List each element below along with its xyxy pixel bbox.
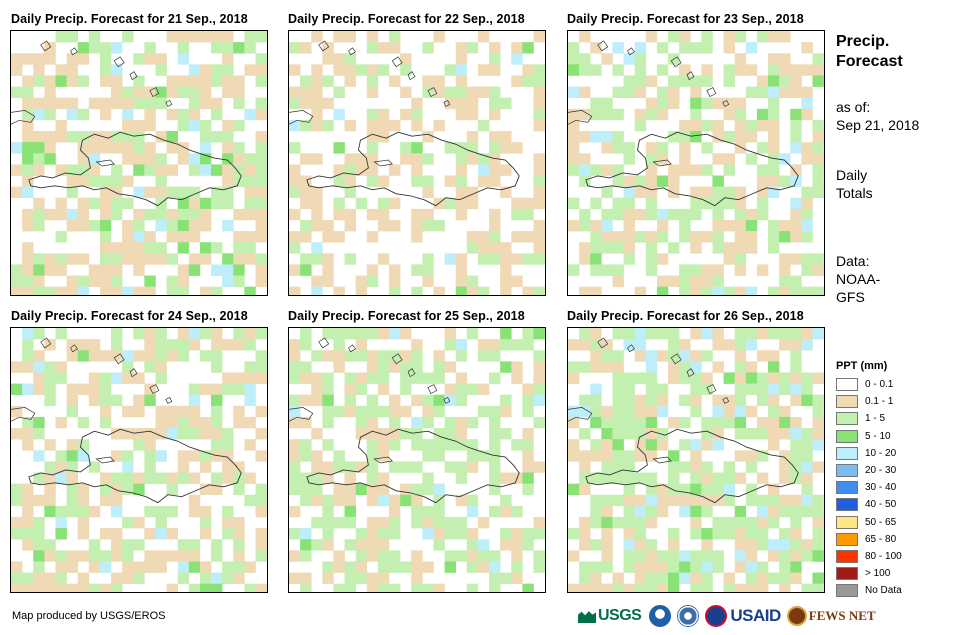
- legend-swatch: [836, 378, 858, 391]
- forecast-map-2: [288, 30, 546, 296]
- noaa-seal-icon: [649, 605, 672, 627]
- data-source-block: Data: NOAA- GFS: [836, 252, 880, 306]
- data-source-line3: GFS: [836, 289, 865, 305]
- product-title: Precip. Forecast: [836, 32, 903, 72]
- legend-swatch: [836, 429, 858, 443]
- legend-item: 1 - 5: [836, 411, 885, 426]
- logo-bar: USGS USAID FEWS NET: [578, 603, 876, 629]
- usgs-logo-text: USGS: [598, 607, 642, 624]
- totals-block: Daily Totals: [836, 166, 873, 202]
- forecast-map-1: [10, 30, 268, 296]
- legend-item: 65 - 80: [836, 532, 896, 547]
- legend-label: 50 - 65: [865, 516, 897, 528]
- as-of-block: as of: Sep 21, 2018: [836, 98, 919, 134]
- data-source-line1: Data:: [836, 253, 870, 269]
- legend-label: 1 - 5: [865, 413, 886, 425]
- legend-label: 0 - 0.1: [865, 379, 894, 390]
- legend-label: 5 - 10: [865, 430, 891, 442]
- product-title-line2: Forecast: [836, 53, 903, 70]
- panel-title-1: Daily Precip. Forecast for 21 Sep., 2018: [11, 12, 248, 26]
- forecast-map-3: [567, 30, 825, 296]
- usgs-wave-icon: [578, 611, 596, 623]
- legend-swatch: [836, 481, 858, 495]
- legend-label: 65 - 80: [865, 533, 897, 545]
- legend-item: > 100: [836, 566, 890, 581]
- panel-title-2: Daily Precip. Forecast for 22 Sep., 2018: [288, 12, 525, 26]
- legend-swatch: [836, 515, 858, 529]
- fews-net-logo: FEWS NET: [786, 606, 876, 626]
- legend-swatch: [836, 532, 858, 546]
- legend-label: 10 - 20: [865, 447, 897, 459]
- legend-item: No Data: [836, 583, 902, 598]
- panel-title-4: Daily Precip. Forecast for 24 Sep., 2018: [11, 309, 248, 323]
- legend-item: 20 - 30: [836, 463, 896, 478]
- legend-swatch: [836, 395, 858, 409]
- forecast-map-6: [567, 327, 825, 593]
- usaid-seal-icon: [705, 605, 728, 627]
- legend-item: 30 - 40: [836, 480, 896, 495]
- as-of-date: Sep 21, 2018: [836, 117, 920, 133]
- product-title-line1: Precip.: [836, 33, 890, 50]
- panel-title-3: Daily Precip. Forecast for 23 Sep., 2018: [567, 12, 804, 26]
- legend-swatch: [836, 464, 858, 477]
- map-credit: Map produced by USGS/EROS: [12, 610, 166, 622]
- legend-item: 5 - 10: [836, 429, 891, 444]
- agency-seal-icon: [677, 605, 700, 627]
- legend-label: > 100: [865, 568, 891, 580]
- legend-label: 40 - 50: [865, 499, 897, 511]
- usaid-logo-text: USAID: [730, 606, 781, 625]
- usaid-logo: USAID: [705, 605, 781, 627]
- legend-item: 50 - 65: [836, 515, 896, 530]
- legend-label: 20 - 30: [865, 465, 897, 476]
- data-source-line2: NOAA-: [836, 271, 881, 287]
- legend-item: 40 - 50: [836, 497, 896, 512]
- legend-swatch: [836, 567, 858, 581]
- legend-label: 0.1 - 1: [865, 396, 894, 408]
- legend-swatch: [836, 446, 858, 460]
- legend-label: 80 - 100: [865, 551, 902, 562]
- forecast-map-5: [288, 327, 546, 593]
- usgs-logo: USGS: [578, 607, 642, 625]
- legend-item: 80 - 100: [836, 549, 902, 564]
- legend-swatch: [836, 550, 858, 563]
- as-of-label: as of:: [836, 99, 871, 115]
- fews-net-globe-icon: [786, 606, 807, 626]
- forecast-map-4: [10, 327, 268, 593]
- panel-title-6: Daily Precip. Forecast for 26 Sep., 2018: [567, 309, 804, 323]
- totals-line1: Daily: [836, 167, 868, 183]
- panel-title-5: Daily Precip. Forecast for 25 Sep., 2018: [288, 309, 525, 323]
- legend-swatch: [836, 412, 858, 426]
- legend-item: 10 - 20: [836, 446, 896, 461]
- legend-label: 30 - 40: [865, 482, 897, 494]
- legend-swatch: [836, 498, 858, 512]
- legend-swatch: [836, 584, 858, 598]
- legend-label: No Data: [865, 585, 902, 597]
- legend-title: PPT (mm): [836, 360, 888, 372]
- legend-item: 0.1 - 1: [836, 394, 893, 409]
- legend-item: 0 - 0.1: [836, 377, 893, 392]
- totals-line2: Totals: [836, 185, 873, 201]
- fews-net-logo-text: FEWS NET: [808, 608, 876, 623]
